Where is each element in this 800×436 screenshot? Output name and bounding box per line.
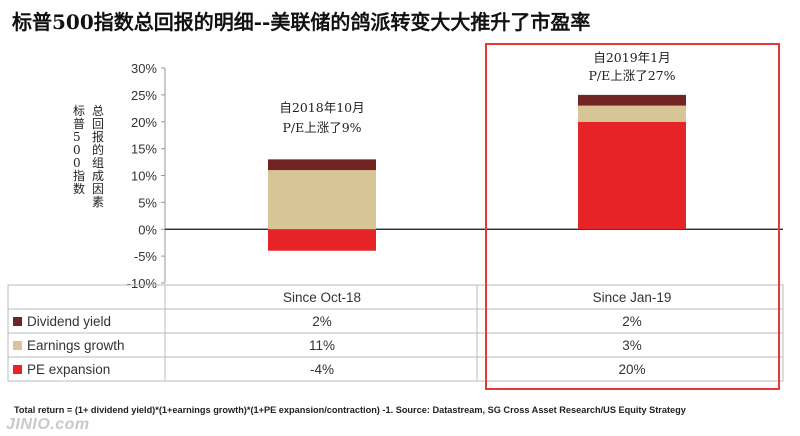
y-tick-label: -10% — [127, 276, 158, 291]
y-tick-label: 10% — [131, 169, 157, 184]
y-tick-label: 25% — [131, 88, 157, 103]
x-category-label: Since Oct-18 — [283, 290, 361, 305]
annotation-line1: 自2018年10月 — [279, 100, 364, 115]
bar-pe-expansion — [578, 121, 686, 230]
y-tick-label: -5% — [134, 249, 158, 264]
highlight-box — [485, 43, 780, 390]
legend-label: PE expansion — [27, 362, 110, 377]
data-table: Since Oct-18 Since Jan-19 Dividend yield 2%… — [7, 284, 784, 382]
legend-label: Earnings growth — [27, 338, 125, 353]
bar-dividend-yield — [268, 159, 376, 171]
y-axis-title-outer: 标普 5 0 0 指数 — [73, 104, 85, 196]
annotation-line2: P/E上涨了9% — [282, 120, 361, 135]
chart-title: 标普500指数总回报的明细--美联储的鸽派转变大大推升了市盈率 — [12, 10, 591, 34]
bar-dividend-yield — [578, 94, 686, 106]
legend-swatch — [13, 317, 22, 326]
footnote: Total return = (1+ dividend yield)*(1+ea… — [14, 405, 686, 415]
annotation-line2: P/E上涨了27% — [588, 68, 675, 83]
bar-earnings-growth — [268, 170, 376, 230]
data-label: 2% — [312, 314, 332, 329]
y-axis-title-inner: 总回报的组成因素 — [92, 104, 104, 209]
data-label: 20% — [618, 362, 645, 377]
y-tick-label: 15% — [131, 142, 157, 157]
watermark-logo: JINIO.com — [6, 416, 90, 433]
annotation-line1: 自2019年1月 — [593, 50, 670, 65]
bars — [268, 94, 686, 251]
data-label: -4% — [310, 362, 334, 377]
bar-earnings-growth — [578, 105, 686, 122]
data-label: 11% — [309, 338, 335, 353]
x-category-label: Since Jan-19 — [593, 290, 672, 305]
y-tick-label: 0% — [138, 222, 157, 237]
data-label: 3% — [622, 338, 642, 353]
legend-label: Dividend yield — [27, 314, 111, 329]
y-tick-label: 30% — [131, 61, 157, 76]
legend-swatch — [13, 341, 22, 350]
data-label: 2% — [622, 314, 642, 329]
legend-swatch — [13, 365, 22, 374]
highlight-rect — [485, 43, 780, 390]
y-tick-label: 5% — [138, 195, 157, 210]
y-tick-label: 20% — [131, 115, 157, 130]
annotations: 自2018年10月 P/E上涨了9% 自2019年1月 P/E上涨了27% — [279, 50, 675, 135]
bar-pe-expansion — [268, 229, 376, 251]
